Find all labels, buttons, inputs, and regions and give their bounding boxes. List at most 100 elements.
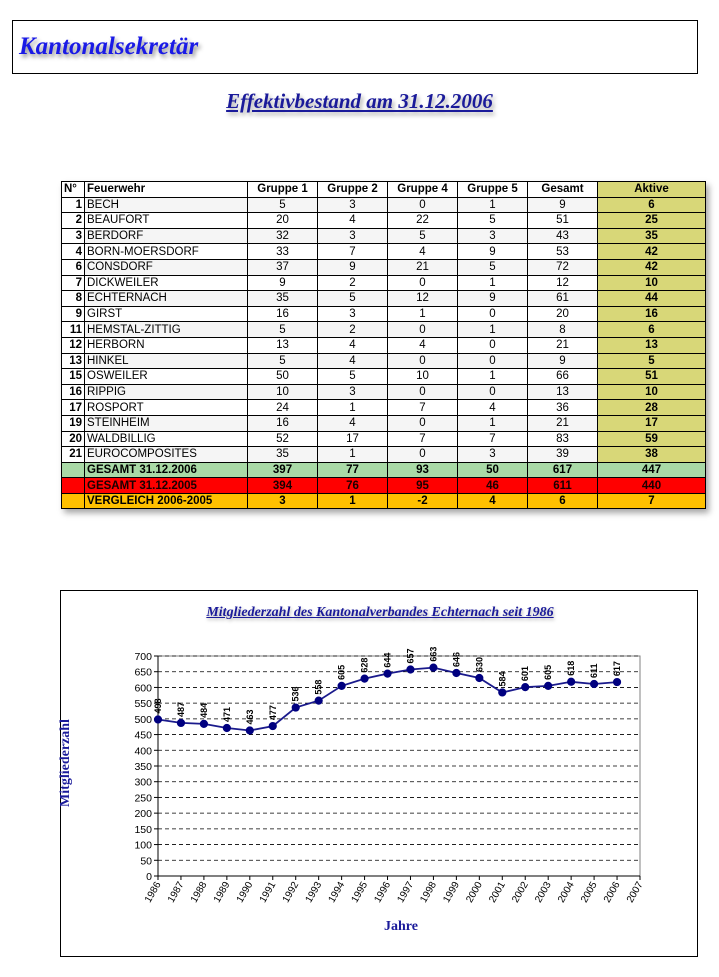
summary-label: GESAMT 31.12.2005 — [84, 477, 248, 494]
row-feuerwehr: GIRST — [84, 305, 248, 323]
summary-value: 7 — [597, 492, 706, 510]
row-gruppe4: 0 — [387, 196, 458, 214]
data-label: 558 — [314, 680, 324, 695]
summary-value: 447 — [597, 461, 706, 479]
row-gruppe5: 1 — [457, 368, 528, 385]
table-row: 21 EUROCOMPOSITES 35 1 0 3 39 38 — [61, 446, 706, 463]
report-subtitle: Effektivbestand am 31.12.2006 — [226, 89, 493, 113]
row-feuerwehr: STEINHEIM — [84, 414, 248, 432]
row-gruppe1: 32 — [247, 227, 318, 245]
row-gesamt: 21 — [527, 414, 598, 432]
row-gruppe4: 21 — [387, 258, 458, 276]
data-point — [314, 696, 323, 705]
y-tick-label: 600 — [134, 682, 152, 694]
row-gruppe2: 5 — [317, 290, 388, 307]
row-feuerwehr: CONSDORF — [84, 258, 248, 276]
x-tick-label: 1989 — [212, 880, 233, 905]
data-label: 617 — [612, 661, 622, 676]
table-row: 8 ECHTERNACH 35 5 12 9 61 44 — [61, 290, 706, 307]
row-feuerwehr: BEAUFORT — [84, 212, 248, 229]
y-tick-label: 100 — [134, 840, 152, 852]
row-gesamt: 13 — [527, 383, 598, 401]
data-label: 663 — [428, 647, 438, 662]
total-2005-row: GESAMT 31.12.2005 394 76 95 46 611 440 — [61, 477, 706, 494]
row-gruppe4: 4 — [387, 336, 458, 354]
row-gesamt: 72 — [527, 258, 598, 276]
summary-value: 46 — [457, 477, 528, 494]
row-gruppe4: 0 — [387, 321, 458, 338]
x-tick-label: 2005 — [579, 880, 600, 905]
row-gesamt: 36 — [527, 399, 598, 416]
row-gruppe1: 5 — [247, 321, 318, 338]
table-row: 6 CONSDORF 37 9 21 5 72 42 — [61, 258, 706, 276]
row-gruppe2: 4 — [317, 336, 388, 354]
data-point — [245, 726, 254, 735]
summary-label: GESAMT 31.12.2006 — [84, 461, 248, 479]
y-tick-label: 350 — [134, 761, 152, 773]
data-label: 487 — [176, 702, 186, 717]
data-label: 618 — [566, 661, 576, 676]
row-aktive: 28 — [597, 399, 706, 416]
row-gruppe2: 3 — [317, 383, 388, 401]
row-gruppe5: 0 — [457, 383, 528, 401]
col-header-feuerwehr: Feuerwehr — [84, 181, 248, 198]
row-gruppe1: 50 — [247, 368, 318, 385]
row-feuerwehr: BORN-MOERSDORF — [84, 243, 248, 260]
row-feuerwehr: BECH — [84, 196, 248, 214]
row-gruppe2: 1 — [317, 399, 388, 416]
page-title: Kantonalsekretär — [19, 33, 199, 60]
table-row: 20 WALDBILLIG 52 17 7 7 83 59 — [61, 430, 706, 448]
row-gruppe4: 0 — [387, 383, 458, 401]
x-tick-label: 1999 — [441, 880, 462, 905]
x-tick-label: 2001 — [487, 880, 508, 905]
col-header-gruppe2: Gruppe 2 — [317, 181, 388, 198]
data-point — [498, 688, 507, 697]
row-gesamt: 83 — [527, 430, 598, 448]
table-row: 12 HERBORN 13 4 4 0 21 13 — [61, 336, 706, 354]
row-gesamt: 39 — [527, 446, 598, 463]
row-aktive: 38 — [597, 446, 706, 463]
row-gruppe5: 0 — [457, 352, 528, 370]
data-point — [544, 681, 553, 690]
summary-blank-cell — [61, 461, 85, 479]
summary-value: 6 — [527, 492, 598, 510]
y-tick-label: 550 — [134, 698, 152, 710]
row-gruppe5: 1 — [457, 274, 528, 292]
row-gruppe1: 20 — [247, 212, 318, 229]
row-gruppe4: 0 — [387, 352, 458, 370]
row-gruppe2: 17 — [317, 430, 388, 448]
x-tick-label: 1990 — [235, 880, 256, 905]
data-label: 584 — [497, 671, 507, 686]
row-nr: 21 — [61, 446, 85, 463]
y-tick-label: 500 — [134, 714, 152, 726]
summary-value: 3 — [247, 492, 318, 510]
row-gruppe5: 4 — [457, 399, 528, 416]
row-aktive: 16 — [597, 305, 706, 323]
summary-value: 95 — [387, 477, 458, 494]
row-gesamt: 53 — [527, 243, 598, 260]
x-tick-label: 1997 — [395, 880, 416, 905]
row-gruppe5: 1 — [457, 414, 528, 432]
row-gruppe4: 7 — [387, 430, 458, 448]
row-gesamt: 9 — [527, 352, 598, 370]
row-feuerwehr: HINKEL — [84, 352, 248, 370]
data-label: 646 — [451, 652, 461, 667]
data-point — [521, 683, 530, 692]
x-tick-label: 1987 — [166, 880, 187, 905]
y-tick-label: 300 — [134, 777, 152, 789]
row-gruppe1: 16 — [247, 414, 318, 432]
table-row: 9 GIRST 16 3 1 0 20 16 — [61, 305, 706, 323]
data-label: 630 — [474, 657, 484, 672]
row-feuerwehr: EUROCOMPOSITES — [84, 446, 248, 463]
data-point — [475, 673, 484, 683]
data-label: 605 — [337, 665, 347, 680]
data-point — [612, 677, 622, 687]
comparison-row: VERGLEICH 2006-2005 3 1 -2 4 6 7 — [61, 492, 706, 510]
y-tick-label: 450 — [134, 730, 152, 742]
summary-value: 440 — [597, 477, 706, 494]
summary-label: VERGLEICH 2006-2005 — [84, 492, 248, 510]
y-tick-label: 0 — [146, 871, 152, 883]
row-feuerwehr: WALDBILLIG — [84, 430, 248, 448]
x-tick-label: 1992 — [281, 880, 302, 905]
chart-x-axis-label: Jahre — [384, 919, 418, 934]
